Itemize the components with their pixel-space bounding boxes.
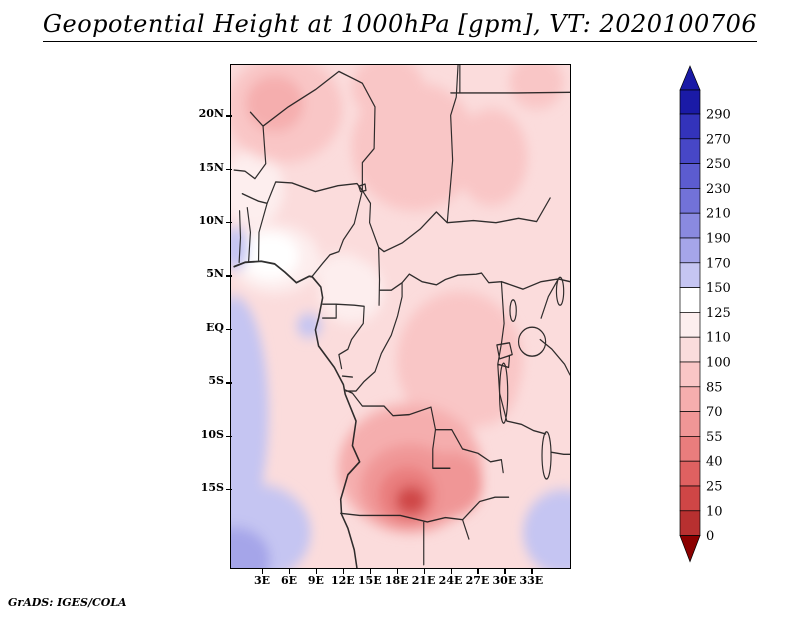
lon-tick-mark (531, 568, 533, 574)
region-nw-ridge-core (245, 75, 304, 132)
colorbar-label: 40 (706, 455, 723, 470)
lon-tick-label: 12E (330, 574, 355, 587)
colorbar-label: 230 (706, 182, 731, 197)
region-southern-low-center (395, 486, 427, 515)
lon-tick-mark (288, 568, 291, 574)
coastline-path (233, 260, 361, 568)
lat-tick-mark (226, 275, 232, 277)
lon-tick-label: 33E (519, 574, 544, 587)
lat-tick-mark (226, 328, 232, 331)
grads-credit: GrADS: IGES/COLA (8, 596, 127, 609)
colorbar-label: 70 (706, 405, 723, 420)
lon-tick-mark (450, 568, 452, 574)
lon-tick-mark (262, 568, 264, 574)
colorbar-label: 25 (706, 480, 723, 495)
lat-tick-mark (226, 221, 232, 224)
region-southeast-corner (523, 489, 570, 568)
lon-tick-label: 21E (411, 574, 436, 587)
colorbar-label: 250 (706, 157, 731, 172)
plot-title-row: Geopotential Height at 1000hPa [gpm], VT… (0, 10, 800, 42)
region-west-coastal-white-core (241, 232, 300, 280)
lon-tick-label: 18E (384, 574, 409, 587)
region-top-center-pale (351, 65, 424, 120)
colorbar-label: 170 (706, 256, 731, 271)
lat-tick-label: 20N (198, 107, 224, 121)
lon-tick-mark (423, 568, 425, 574)
lon-tick-mark (315, 568, 318, 574)
region-east-central-core (446, 339, 519, 426)
lon-tick-label: 15E (357, 574, 382, 587)
lat-tick-label: 5N (206, 267, 224, 281)
colorbar: 2902702502302101901701501251101008570554… (679, 65, 731, 563)
region-northeast-patch (455, 108, 528, 206)
colorbar-label: 100 (706, 356, 731, 371)
lon-tick-mark (477, 568, 479, 574)
country-borders-path (233, 65, 570, 566)
lat-tick-mark (226, 382, 232, 384)
lon-tick-mark (504, 568, 506, 574)
lon-tick-mark (369, 568, 372, 574)
map-panel (230, 64, 571, 569)
colorbar-label: 190 (706, 232, 731, 247)
region-northeast-top (509, 65, 564, 109)
lat-tick-mark (226, 115, 232, 117)
contour-shading (231, 65, 570, 568)
lat-tick-mark (226, 489, 232, 491)
region-cameroon-white (317, 253, 368, 297)
colorbar-label: 150 (706, 281, 731, 296)
lon-tick-label: 27E (465, 574, 490, 587)
colorbar-label: 125 (706, 306, 731, 321)
lon-tick-mark (396, 568, 399, 574)
lon-tick-label: 6E (280, 574, 297, 587)
colorbar-label: 10 (706, 504, 723, 519)
colorbar-label: 110 (706, 331, 731, 346)
lat-tick-label: 15N (198, 160, 224, 174)
plot-title: Geopotential Height at 1000hPa [gpm], VT… (42, 10, 758, 42)
lakes-outline (358, 183, 565, 480)
colorbar-label: 55 (706, 430, 723, 445)
colorbar-label: 210 (706, 207, 731, 222)
colorbar-label: 85 (706, 380, 723, 395)
lon-tick-label: 3E (254, 574, 271, 587)
lat-tick-label: 10S (200, 427, 224, 441)
lon-tick-label: 30E (492, 574, 517, 587)
lat-tick-label: EQ (206, 320, 224, 334)
lon-tick-label: 9E (307, 574, 324, 587)
lon-tick-mark (342, 568, 345, 574)
lat-tick-label: 15S (200, 481, 224, 495)
colorbar-label: 290 (706, 108, 731, 123)
lat-tick-label: 5S (208, 374, 224, 388)
region-atlantic-west-edge (231, 296, 269, 533)
colorbar-label: 0 (706, 529, 714, 544)
region-atlantic-sw-corner (231, 527, 271, 568)
colorbar-label: 270 (706, 132, 731, 147)
lat-tick-mark (226, 168, 232, 170)
contour-map (231, 65, 570, 568)
lon-tick-label: 24E (438, 574, 463, 587)
lat-tick-label: 10N (198, 213, 224, 227)
lat-tick-mark (226, 435, 232, 437)
